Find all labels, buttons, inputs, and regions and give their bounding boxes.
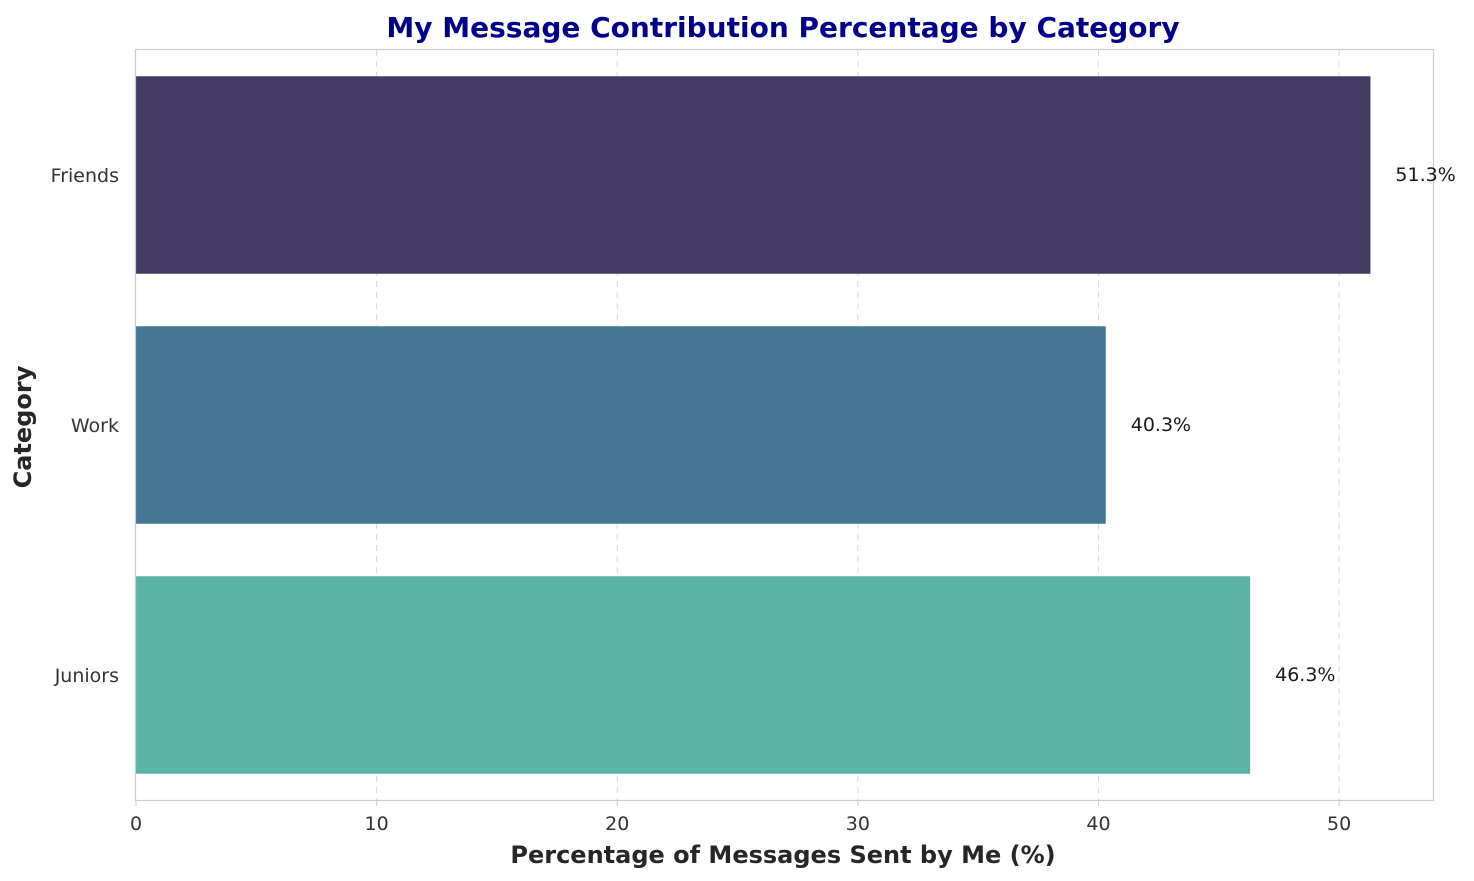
data-label: 46.3% bbox=[1275, 664, 1335, 686]
data-label: 40.3% bbox=[1131, 414, 1191, 436]
y-axis-label: Category bbox=[9, 365, 37, 488]
data-label: 51.3% bbox=[1395, 164, 1455, 186]
x-tick-label: 0 bbox=[130, 813, 142, 835]
x-tick-label: 20 bbox=[605, 813, 629, 835]
data-labels: 51.3% 40.3% 46.3% bbox=[1131, 164, 1456, 686]
plot-frame bbox=[134, 48, 1435, 802]
bars bbox=[136, 76, 1371, 774]
x-axis-ticks: 0 10 20 30 40 50 bbox=[130, 800, 1351, 835]
y-axis-ticks: Friends Work Juniors bbox=[51, 165, 119, 687]
x-tick-label: 10 bbox=[365, 813, 389, 835]
y-tick-label: Friends bbox=[51, 165, 119, 187]
bar-work bbox=[136, 326, 1106, 524]
x-tick-label: 50 bbox=[1327, 813, 1351, 835]
chart-title: My Message Contribution Percentage by Ca… bbox=[386, 11, 1179, 44]
bar-friends bbox=[136, 76, 1371, 274]
y-tick-label: Work bbox=[71, 415, 119, 437]
x-tick-label: 40 bbox=[1086, 813, 1110, 835]
x-axis-label: Percentage of Messages Sent by Me (%) bbox=[510, 841, 1055, 869]
y-tick-label: Juniors bbox=[54, 665, 119, 687]
bar-juniors bbox=[136, 576, 1251, 774]
x-tick-label: 30 bbox=[846, 813, 870, 835]
